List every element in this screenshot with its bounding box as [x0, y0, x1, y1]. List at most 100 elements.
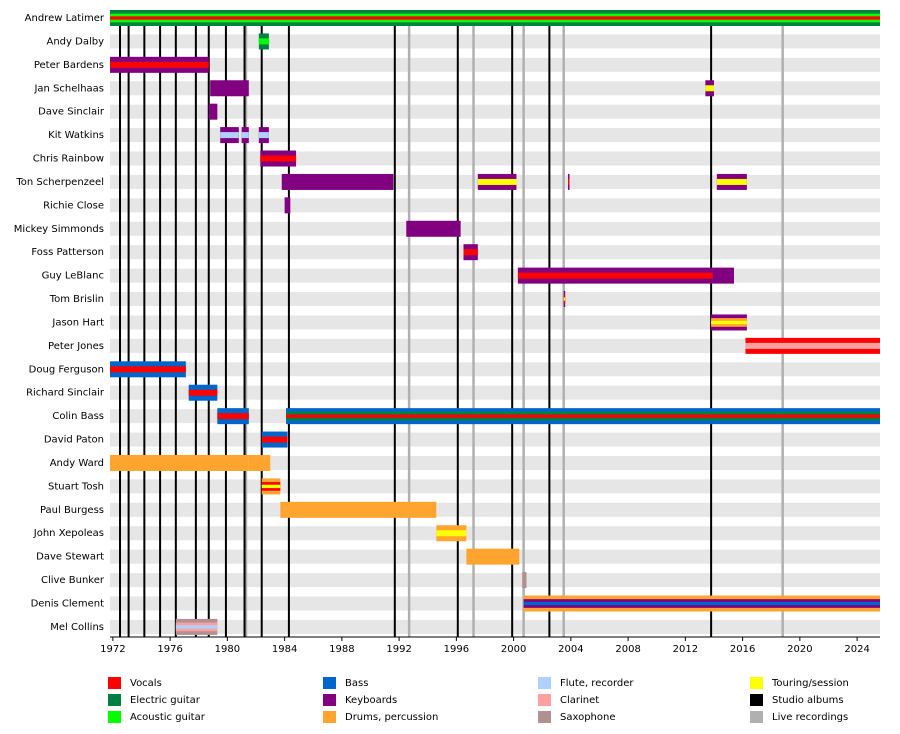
- x-tick-label: 2016: [730, 644, 755, 655]
- x-tick-label: 1988: [329, 644, 354, 655]
- member-name: Denis Clement: [31, 599, 105, 610]
- member-name: Colin Bass: [52, 411, 104, 422]
- member-span: [517, 272, 713, 279]
- legend-label: Live recordings: [772, 712, 848, 723]
- member-span: [463, 249, 478, 256]
- legend-swatch: [750, 694, 763, 706]
- legend-label: Acoustic guitar: [130, 712, 206, 723]
- member-name: Dave Sinclair: [38, 107, 105, 118]
- x-tick-label: 1984: [272, 644, 297, 655]
- member-name: Paul Burgess: [40, 505, 104, 516]
- member-span: [248, 454, 271, 471]
- legend-label: Keyboards: [345, 695, 397, 706]
- legend-swatch: [108, 711, 121, 723]
- member-span: [260, 155, 297, 162]
- row-background: [110, 34, 880, 49]
- row-background: [110, 292, 880, 307]
- member-name: Kit Watkins: [48, 130, 104, 141]
- row-background: [110, 526, 880, 541]
- member-name: Guy LeBlanc: [42, 271, 104, 282]
- member-span: [567, 178, 570, 185]
- member-span: [563, 297, 566, 301]
- row-background: [110, 573, 880, 588]
- member-span: [523, 601, 880, 606]
- x-tick-label: 2004: [558, 644, 583, 655]
- member-span: [261, 484, 281, 489]
- legend-label: Touring/session: [771, 678, 849, 689]
- x-tick-label: 1996: [444, 644, 469, 655]
- legend-swatch: [323, 694, 336, 706]
- member-span: [208, 103, 218, 120]
- member-name: Richie Close: [43, 200, 104, 211]
- x-tick-label: 2012: [673, 644, 698, 655]
- member-name: John Xepoleas: [33, 528, 104, 539]
- member-name: Mickey Simmonds: [14, 224, 104, 235]
- legend-swatch: [538, 711, 551, 723]
- legend-label: Flute, recorder: [560, 678, 634, 689]
- row-background: [110, 315, 880, 330]
- member-span: [110, 366, 186, 373]
- legend-swatch: [323, 677, 336, 689]
- legend-label: Clarinet: [560, 695, 599, 706]
- legend-swatch: [750, 711, 763, 723]
- x-tick-label: 2020: [787, 644, 812, 655]
- x-tick-label: 2000: [501, 644, 526, 655]
- row-background: [110, 338, 880, 353]
- legend-swatch: [323, 711, 336, 723]
- member-name: David Paton: [44, 435, 104, 446]
- member-name: Mel Collins: [50, 622, 104, 633]
- member-span: [258, 132, 269, 139]
- legend-swatch: [108, 694, 121, 706]
- row-background: [110, 385, 880, 400]
- x-tick-label: 1972: [100, 644, 125, 655]
- row-background: [110, 479, 880, 494]
- row-background: [110, 57, 880, 72]
- member-span: [110, 454, 249, 471]
- member-span: [258, 38, 269, 45]
- member-span: [745, 342, 880, 349]
- member-name: Jan Schelhaas: [33, 83, 104, 94]
- member-span: [210, 80, 249, 97]
- member-span: [284, 197, 291, 214]
- member-name: Ton Scherpenzeel: [15, 177, 104, 188]
- legend-label: Bass: [345, 678, 368, 689]
- x-tick-label: 1980: [215, 644, 240, 655]
- member-name: Andrew Latimer: [25, 13, 105, 24]
- x-tick-label: 1976: [157, 644, 182, 655]
- row-background: [110, 81, 880, 96]
- member-span: [705, 85, 714, 92]
- x-tick-label: 2024: [844, 644, 869, 655]
- member-name: Foss Patterson: [31, 247, 104, 258]
- member-span: [188, 389, 218, 396]
- member-span: [286, 414, 880, 418]
- row-background: [110, 619, 880, 634]
- member-name: Doug Ferguson: [29, 364, 104, 375]
- row-background: [110, 104, 880, 119]
- member-span: [522, 572, 527, 589]
- member-span: [110, 16, 880, 20]
- member-name: Dave Stewart: [36, 552, 104, 563]
- member-span: [280, 501, 437, 518]
- legend-label: Studio albums: [772, 695, 844, 706]
- member-span: [281, 173, 394, 190]
- member-span: [716, 178, 747, 185]
- member-name: Chris Rainbow: [33, 154, 104, 165]
- member-span: [436, 530, 467, 537]
- row-background: [110, 128, 880, 143]
- x-tick-label: 2008: [615, 644, 640, 655]
- x-tick-label: 1992: [386, 644, 411, 655]
- member-name: Stuart Tosh: [48, 481, 104, 492]
- row-background: [110, 198, 880, 213]
- member-name: Peter Bardens: [34, 60, 104, 71]
- legend-label: Drums, percussion: [345, 712, 438, 723]
- member-name: Andy Dalby: [47, 36, 105, 47]
- member-name: Peter Jones: [48, 341, 104, 352]
- member-span: [241, 132, 249, 139]
- row-background: [110, 221, 880, 236]
- legend-swatch: [108, 677, 121, 689]
- member-span: [466, 548, 520, 565]
- member-span: [712, 267, 735, 284]
- row-background: [110, 362, 880, 377]
- row-background: [110, 151, 880, 166]
